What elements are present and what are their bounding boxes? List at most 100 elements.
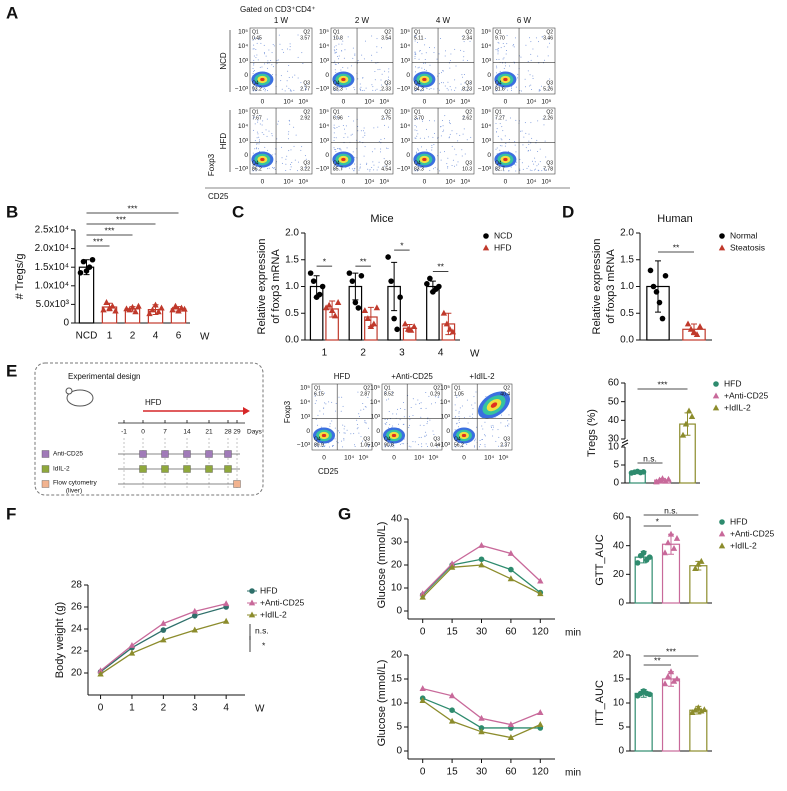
event-dot: [287, 133, 289, 135]
event-dot: [444, 85, 446, 87]
event-dot: [418, 66, 420, 68]
flow-y-tick: 0: [244, 72, 248, 79]
event-dot: [464, 153, 466, 155]
event-dot: [274, 167, 276, 169]
event-dot: [496, 58, 498, 60]
event-dot: [467, 422, 469, 424]
density-blob: [321, 433, 327, 438]
event-dot: [364, 146, 366, 148]
event-dot: [537, 163, 539, 165]
x-tick-label: 60: [505, 627, 517, 638]
event-dot: [354, 53, 356, 55]
event-dot: [268, 49, 270, 51]
event-dot: [544, 140, 546, 142]
event-dot: [388, 410, 390, 412]
event-dot: [535, 37, 537, 39]
event-dot: [359, 166, 361, 168]
data-point: [419, 697, 426, 703]
flow-y-tick: 10³: [401, 138, 411, 145]
event-dot: [278, 34, 280, 36]
event-dot: [457, 140, 459, 142]
event-dot: [417, 67, 419, 69]
event-dot: [501, 126, 503, 128]
event-dot: [362, 77, 364, 79]
event-dot: [351, 133, 353, 135]
event-dot: [365, 406, 367, 408]
event-dot: [496, 147, 498, 149]
data-point: [537, 709, 544, 715]
flow-x-tick: 10⁵: [429, 455, 439, 462]
event-dot: [547, 89, 549, 91]
data-point: [97, 670, 104, 677]
day-label: 7: [163, 429, 167, 436]
x-tick-label: 60: [505, 767, 517, 778]
y-axis-label: of foxp3 mRNA: [270, 249, 282, 324]
event-dot: [344, 425, 346, 427]
event-dot: [436, 58, 438, 60]
quadrant-name: Q3: [384, 160, 391, 166]
y-axis-label: # Tregs/g: [14, 254, 26, 300]
event-dot: [439, 170, 441, 172]
event-dot: [296, 170, 298, 172]
quadrant-value: 82.7: [495, 166, 505, 172]
quadrant-value: 3.54: [381, 35, 391, 41]
event-dot: [281, 157, 283, 159]
event-dot: [414, 55, 416, 57]
bar: [78, 266, 95, 324]
event-dot: [453, 165, 455, 167]
data-point: [334, 299, 342, 305]
event-dot: [474, 440, 476, 442]
data-point: [424, 281, 430, 287]
event-dot: [528, 143, 530, 145]
event-dot: [497, 48, 499, 50]
event-dot: [515, 86, 517, 88]
event-dot: [338, 148, 340, 150]
data-point: [687, 325, 695, 332]
x-tick-label: 0: [420, 627, 426, 638]
event-dot: [335, 410, 337, 412]
event-dot: [503, 57, 505, 59]
event-dot: [377, 126, 379, 128]
quadrant-value: 4.54: [381, 166, 391, 172]
flow-title: HFD: [334, 372, 351, 381]
event-dot: [334, 148, 336, 150]
event-dot: [513, 44, 515, 46]
event-dot: [352, 57, 354, 59]
event-dot: [425, 443, 427, 445]
event-dot: [416, 170, 418, 172]
event-dot: [509, 117, 511, 119]
event-dot: [258, 136, 260, 138]
event-dot: [399, 419, 401, 421]
event-dot: [542, 118, 544, 120]
event-dot: [353, 170, 355, 172]
axis-label: Foxp3: [207, 153, 216, 176]
event-dot: [448, 122, 450, 124]
event-dot: [458, 412, 460, 414]
event-dot: [416, 126, 418, 128]
significance-label: ***: [105, 225, 116, 235]
event-dot: [505, 49, 507, 51]
event-dot: [344, 432, 346, 434]
event-dot: [484, 444, 486, 446]
event-dot: [331, 401, 333, 403]
event-dot: [497, 429, 499, 431]
event-dot: [387, 76, 389, 78]
quadrant-name: Q4: [384, 436, 391, 442]
event-dot: [285, 158, 287, 160]
event-dot: [417, 148, 419, 150]
event-dot: [294, 159, 296, 161]
legend-label: NCD: [494, 230, 512, 240]
event-dot: [449, 133, 451, 135]
event-dot: [496, 65, 498, 67]
event-dot: [357, 130, 359, 132]
event-dot: [484, 435, 486, 437]
event-dot: [527, 61, 529, 63]
event-dot: [508, 414, 510, 416]
data-point: [449, 707, 455, 713]
data-point: [172, 302, 179, 309]
flow-x-tick: 10⁵: [541, 179, 551, 186]
y-tick-label: 20: [613, 650, 625, 661]
flow-y-tick: 10⁴: [400, 123, 410, 130]
